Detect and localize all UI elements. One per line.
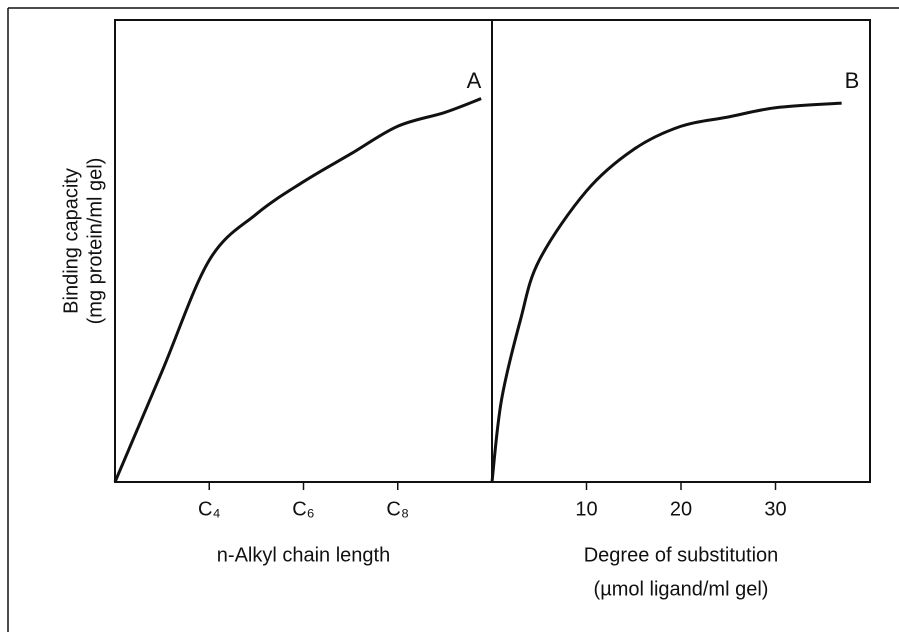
x-tick-label: 10 <box>575 498 597 520</box>
x-axis-label: Degree of substitution <box>584 544 779 566</box>
y-axis-label: Binding capacity <box>60 168 82 314</box>
panel-label: A <box>467 68 482 93</box>
panel-label: B <box>845 68 860 93</box>
panel-frame <box>491 19 871 483</box>
x-tick-label: C₆ <box>292 498 315 520</box>
x-axis-label: (µmol ligand/ml gel) <box>594 578 769 600</box>
x-axis-label: n-Alkyl chain length <box>217 544 390 566</box>
curve <box>490 101 842 483</box>
curve <box>113 97 482 483</box>
x-tick-label: C₈ <box>386 498 409 520</box>
y-axis-label: (mg protein/ml gel) <box>84 158 106 325</box>
x-tick-label: 20 <box>670 498 692 520</box>
x-tick-label: C₄ <box>198 498 221 520</box>
panel-frame <box>114 19 493 483</box>
x-tick-label: 30 <box>764 498 786 520</box>
